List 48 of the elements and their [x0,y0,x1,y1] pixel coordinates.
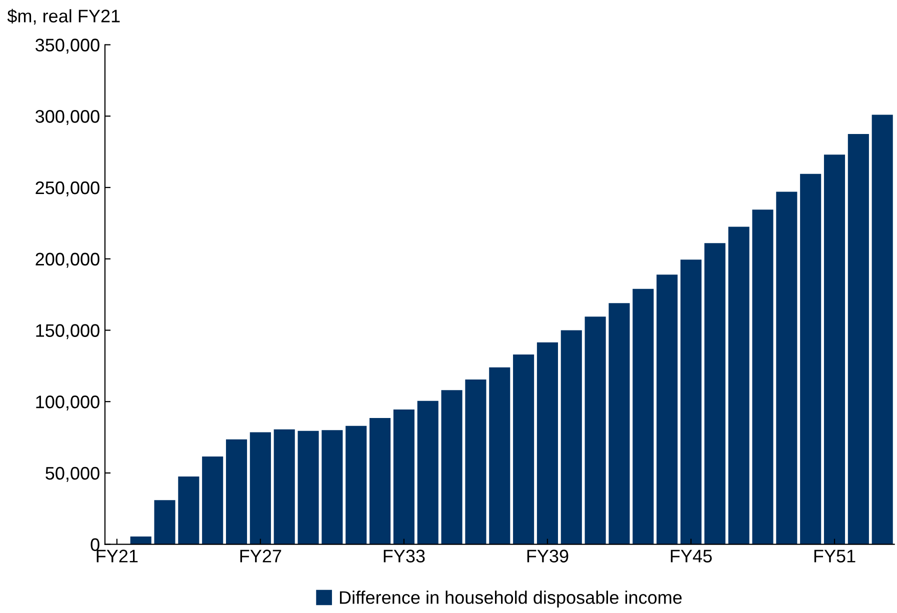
y-tick-label: 100,000 [36,396,100,410]
x-tick-label: FY39 [527,550,568,562]
x-tick-label: FY51 [814,550,856,562]
y-tick-label: 200,000 [36,252,100,268]
bar [465,379,486,544]
bar [202,456,224,544]
y-tick-label: 350,000 [36,38,100,54]
x-tick-label: FY33 [384,550,425,562]
bar [800,174,822,544]
bar [513,354,534,544]
bar [441,390,462,544]
bar [584,316,606,544]
bar [824,154,846,544]
bar [130,536,152,544]
bar [226,439,248,544]
bar [536,342,558,544]
y-tick-label: 300,000 [36,110,100,125]
bar [370,418,391,544]
bar [274,429,295,544]
bar [680,260,702,544]
y-tick-label: 0 [90,538,100,552]
bar [608,303,630,544]
bar [178,476,200,544]
y-tick-label: 250,000 [36,181,100,196]
y-axis-title: $m, real FY21 [7,8,120,25]
bar [346,426,367,544]
bar [250,432,271,544]
y-tick-label: 50,000 [46,466,100,482]
x-tick-label: FY27 [240,550,282,562]
y-tick-label: 150,000 [36,324,100,340]
bar [656,274,678,544]
x-tick-label: FY21 [96,550,138,562]
bar [489,367,510,544]
bar [298,430,319,544]
bar [776,192,798,544]
bar [632,288,654,544]
bar [322,430,343,544]
bar [848,134,869,544]
legend-label: Difference in household disposable income [340,590,682,608]
bar [417,400,438,544]
x-tick-label: FY45 [670,550,712,562]
bar [393,409,414,544]
bar [728,226,750,544]
bar [752,210,774,544]
bar [704,243,726,544]
bar [560,330,582,544]
bar [872,114,893,544]
bar [154,500,176,544]
